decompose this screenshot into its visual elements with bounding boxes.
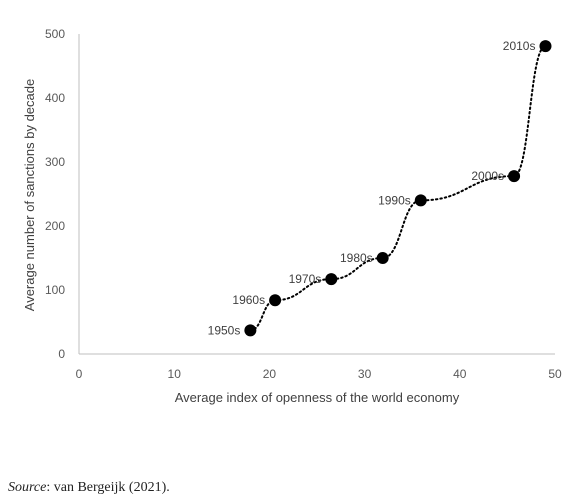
data-label-2010s: 2010s bbox=[503, 39, 536, 53]
x-tick-label: 40 bbox=[453, 367, 467, 381]
source-label: Source bbox=[8, 480, 47, 495]
data-points bbox=[244, 40, 552, 337]
axes bbox=[78, 34, 555, 355]
data-point-2000s bbox=[508, 170, 521, 183]
y-tick-labels: 0 100 200 300 400 500 bbox=[45, 27, 65, 361]
data-point-1990s bbox=[414, 194, 427, 207]
source-text: : van Bergeijk (2021). bbox=[46, 480, 170, 495]
data-point-labels: 1950s 1960s 1970s 1980s 1990s 2000s 2010s bbox=[208, 39, 536, 337]
data-label-1960s: 1960s bbox=[232, 293, 265, 307]
y-tick-label: 500 bbox=[45, 27, 65, 41]
data-point-1970s bbox=[325, 273, 338, 286]
x-axis-title: Average index of openness of the world e… bbox=[175, 390, 460, 405]
data-label-1990s: 1990s bbox=[378, 193, 411, 207]
y-axis-title: Average number of sanctions by decade bbox=[22, 79, 37, 311]
y-tick-label: 0 bbox=[58, 347, 65, 361]
data-point-1950s bbox=[244, 324, 257, 337]
x-tick-label: 10 bbox=[168, 367, 182, 381]
x-tick-label: 50 bbox=[548, 367, 562, 381]
x-tick-label: 30 bbox=[358, 367, 372, 381]
y-tick-label: 200 bbox=[45, 219, 65, 233]
data-point-1980s bbox=[376, 252, 389, 264]
data-point-2010s bbox=[539, 40, 552, 53]
data-point-1960s bbox=[269, 294, 282, 307]
x-tick-label: 20 bbox=[263, 367, 277, 381]
x-tick-label: 0 bbox=[76, 367, 83, 381]
y-tick-label: 400 bbox=[45, 91, 65, 105]
data-label-2000s: 2000s bbox=[471, 169, 504, 183]
x-tick-labels: 0 10 20 30 40 50 bbox=[76, 367, 562, 381]
data-label-1980s: 1980s bbox=[340, 251, 373, 265]
data-label-1950s: 1950s bbox=[208, 323, 241, 337]
y-tick-label: 100 bbox=[45, 283, 65, 297]
data-label-1970s: 1970s bbox=[289, 272, 322, 286]
y-tick-label: 300 bbox=[45, 155, 65, 169]
connector-line bbox=[249, 45, 547, 332]
source-note: Source: van Bergeijk (2021). bbox=[8, 480, 170, 496]
